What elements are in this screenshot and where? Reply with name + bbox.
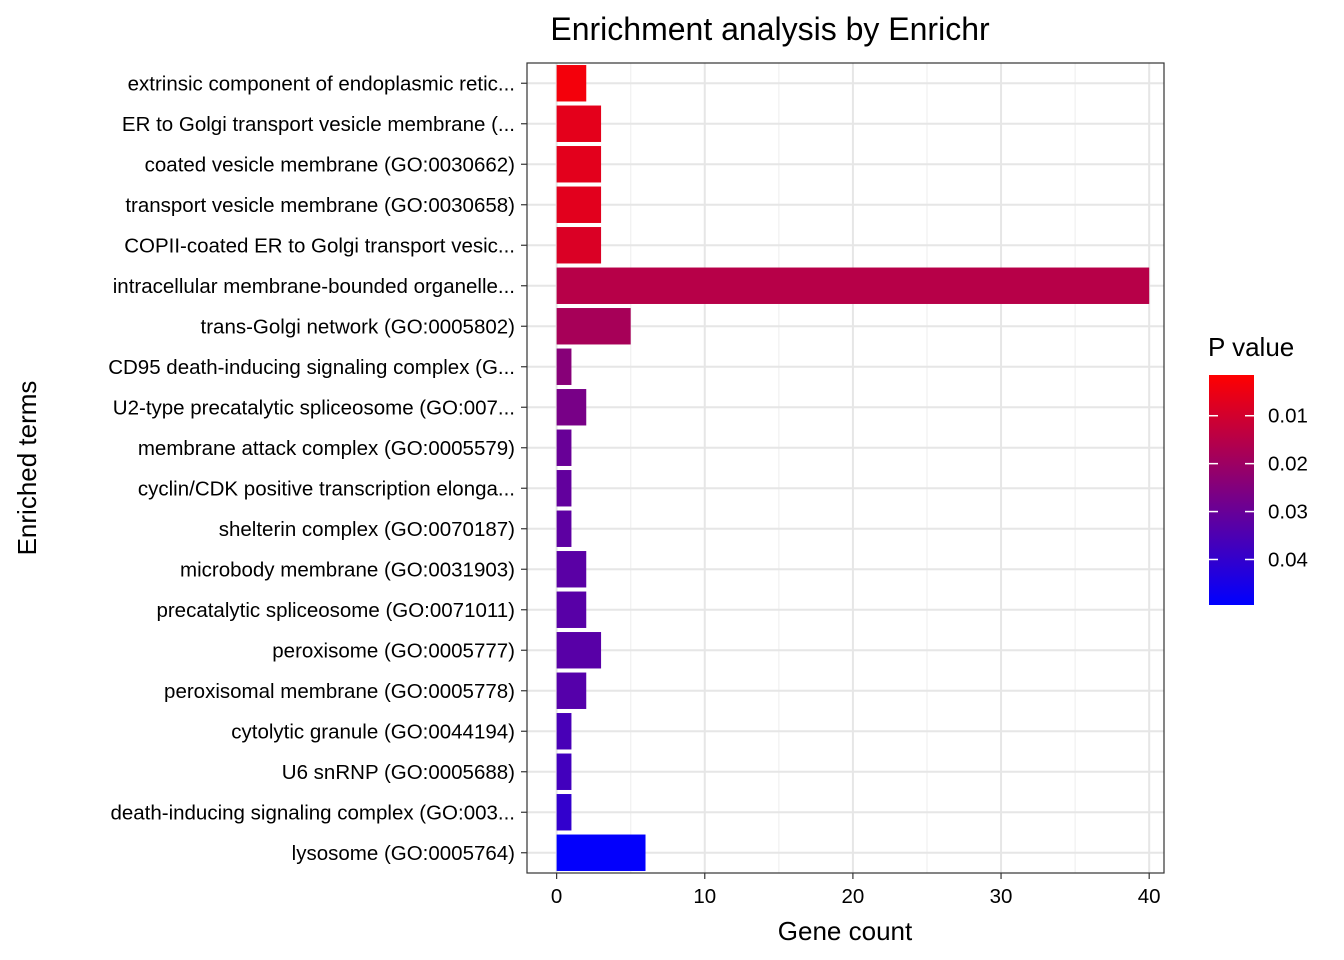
legend-tick-label: 0.03 [1268,501,1308,524]
y-tick-label: lysosome (GO:0005764) [292,842,515,865]
y-tick-label: CD95 death-inducing signaling complex (G… [108,356,515,379]
bar [556,834,646,871]
plot-border [526,62,1165,874]
chart-title: Enrichment analysis by Enrichr [550,11,990,47]
y-tick-label: cytolytic granule (GO:0044194) [231,720,515,743]
bar [556,429,572,466]
bar [556,713,572,750]
bar [556,672,587,709]
bar [556,753,572,790]
legend-ticks: 0.01 0.02 0.03 0.04 [1209,405,1308,571]
x-tick-label: 10 [693,885,716,908]
y-tick-label: intracellular membrane-bounded organelle… [113,275,515,298]
y-tick-label: coated vesicle membrane (GO:0030662) [145,153,515,176]
y-tick-label: peroxisomal membrane (GO:0005778) [164,680,515,703]
y-axis-title: Enriched terms [12,381,42,556]
y-tick-label: death-inducing signaling complex (GO:003… [110,801,515,824]
bar [556,632,602,669]
y-tick-label: transport vesicle membrane (GO:0030658) [125,194,515,217]
bar [556,146,602,183]
grid-lines [527,63,1164,873]
legend-tick-label: 0.02 [1268,453,1308,476]
y-tick-label: precatalytic spliceosome (GO:0071011) [156,599,515,622]
y-tick-label: peroxisome (GO:0005777) [272,639,515,662]
bar [556,389,587,426]
y-tick-label: U2-type precatalytic spliceosome (GO:007… [113,396,515,419]
bar [556,308,631,345]
bar [556,105,602,142]
x-axis-title: Gene count [778,916,913,946]
y-tick-label: shelterin complex (GO:0070187) [219,518,515,541]
y-tick-label: trans-Golgi network (GO:0005802) [201,315,515,338]
bar [556,510,572,547]
legend-title: P value [1208,332,1294,362]
x-axis: 0 10 20 30 40 [551,873,1161,908]
legend: P value 0.01 0.02 0.03 0.04 [1208,332,1308,605]
y-tick-label: COPII-coated ER to Golgi transport vesic… [124,234,515,257]
y-tick-label: ER to Golgi transport vesicle membrane (… [122,113,515,136]
legend-colorbar [1209,375,1254,605]
x-tick-label: 30 [990,885,1013,908]
x-tick-label: 40 [1138,885,1161,908]
bar [556,186,602,223]
legend-tick-label: 0.01 [1268,405,1308,428]
x-tick-label: 0 [551,885,562,908]
y-tick-label: cyclin/CDK positive transcription elonga… [138,477,515,500]
bar [556,348,572,385]
bars [556,65,1150,871]
legend-tick-label: 0.04 [1268,548,1308,571]
bar [556,65,587,102]
bar [556,470,572,507]
x-tick-label: 20 [842,885,865,908]
bar [556,551,587,588]
bar [556,794,572,831]
y-tick-label: microbody membrane (GO:0031903) [180,558,515,581]
bar [556,227,602,264]
bar [556,591,587,628]
y-axis: extrinsic component of endoplasmic retic… [108,72,527,865]
y-tick-label: membrane attack complex (GO:0005579) [138,437,515,460]
y-tick-label: U6 snRNP (GO:0005688) [282,761,515,784]
y-tick-label: extrinsic component of endoplasmic retic… [128,72,515,95]
bar [556,267,1150,304]
plot-panel [527,63,1164,873]
